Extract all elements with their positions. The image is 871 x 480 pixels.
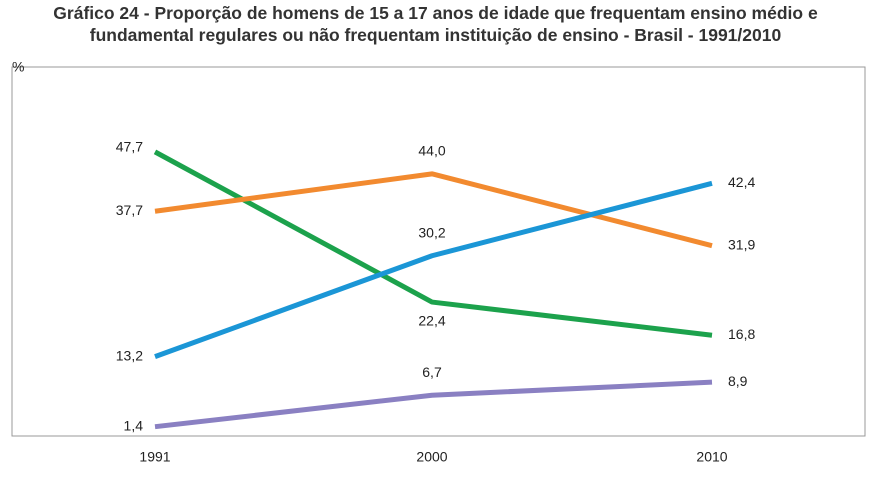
chart-title: Gráfico 24 - Proporção de homens de 15 a… — [53, 3, 818, 45]
series-line — [153, 149, 713, 338]
x-tick-label: 2000 — [416, 449, 447, 465]
data-label: 31,9 — [728, 236, 755, 252]
x-tick-label: 2010 — [696, 449, 727, 465]
data-label: 8,9 — [728, 373, 748, 389]
data-label: 37,7 — [116, 202, 143, 218]
x-tick-label: 1991 — [139, 449, 170, 465]
data-label: 16,8 — [728, 326, 755, 342]
data-label: 13,2 — [116, 347, 143, 363]
data-label: 42,4 — [728, 174, 755, 190]
y-axis-label: % — [12, 59, 24, 75]
data-label: 6,7 — [422, 364, 442, 380]
series-line — [154, 180, 713, 360]
data-label: 22,4 — [418, 313, 445, 329]
series-line — [154, 379, 713, 430]
data-label: 30,2 — [418, 224, 445, 240]
data-label: 1,4 — [124, 417, 144, 433]
series-line — [154, 171, 713, 249]
data-label: 47,7 — [116, 139, 143, 155]
data-label: 44,0 — [418, 143, 445, 159]
